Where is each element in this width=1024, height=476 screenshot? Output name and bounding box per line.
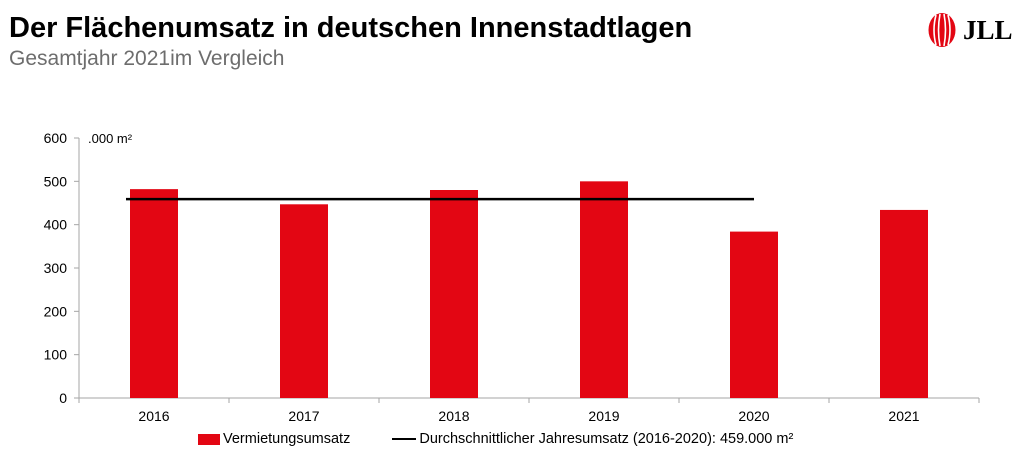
x-tick-label: 2016 [138,408,169,424]
bar-2020 [730,231,778,398]
bar-2019 [580,181,628,398]
x-axis: 2016 2017 2018 2019 2020 2021 [78,397,980,424]
x-tick-label: 2019 [588,408,619,424]
bar-2018 [430,190,478,398]
y-tick-label: 0 [59,390,67,406]
chart-subtitle: Gesamtjahr 2021im Vergleich [9,47,285,70]
x-tick-label: 2021 [888,408,919,424]
y-axis: 0 100 200 300 400 500 600 [44,130,80,406]
bar-2017 [280,204,328,398]
legend-swatch-bar [198,433,220,445]
legend-swatch-line [392,438,417,440]
y-tick-label: 100 [44,347,68,363]
x-tick-label: 2017 [288,408,319,424]
y-tick-label: 400 [44,217,68,233]
x-tick-label: 2018 [438,408,469,424]
bar-2021 [880,209,928,398]
y-tick-label: 500 [44,173,68,189]
y-unit-label: .000 m² [88,131,133,146]
legend-label-average: Durchschnittlicher Jahresumsatz (2016-20… [419,431,794,447]
y-tick-label: 300 [44,260,68,276]
chart-title: Der Flächenumsatz in deutschen Innenstad… [9,12,693,44]
bar-series [130,181,928,398]
y-tick-label: 200 [44,303,68,319]
y-tick-label: 600 [44,130,68,146]
x-tick-label: 2020 [738,408,769,424]
legend-label-bars: Vermietungsumsatz [223,431,351,447]
legend: Vermietungsumsatz Durchschnittlicher Jah… [198,431,793,447]
bar-2016 [130,189,178,398]
jll-logo: JLL [927,10,1017,50]
legend-item-average: Durchschnittlicher Jahresumsatz (2016-20… [392,431,793,447]
jll-logo-text: JLL [963,14,1013,45]
jll-logo-mark-icon [928,13,956,47]
legend-item-bars: Vermietungsumsatz [198,431,350,447]
